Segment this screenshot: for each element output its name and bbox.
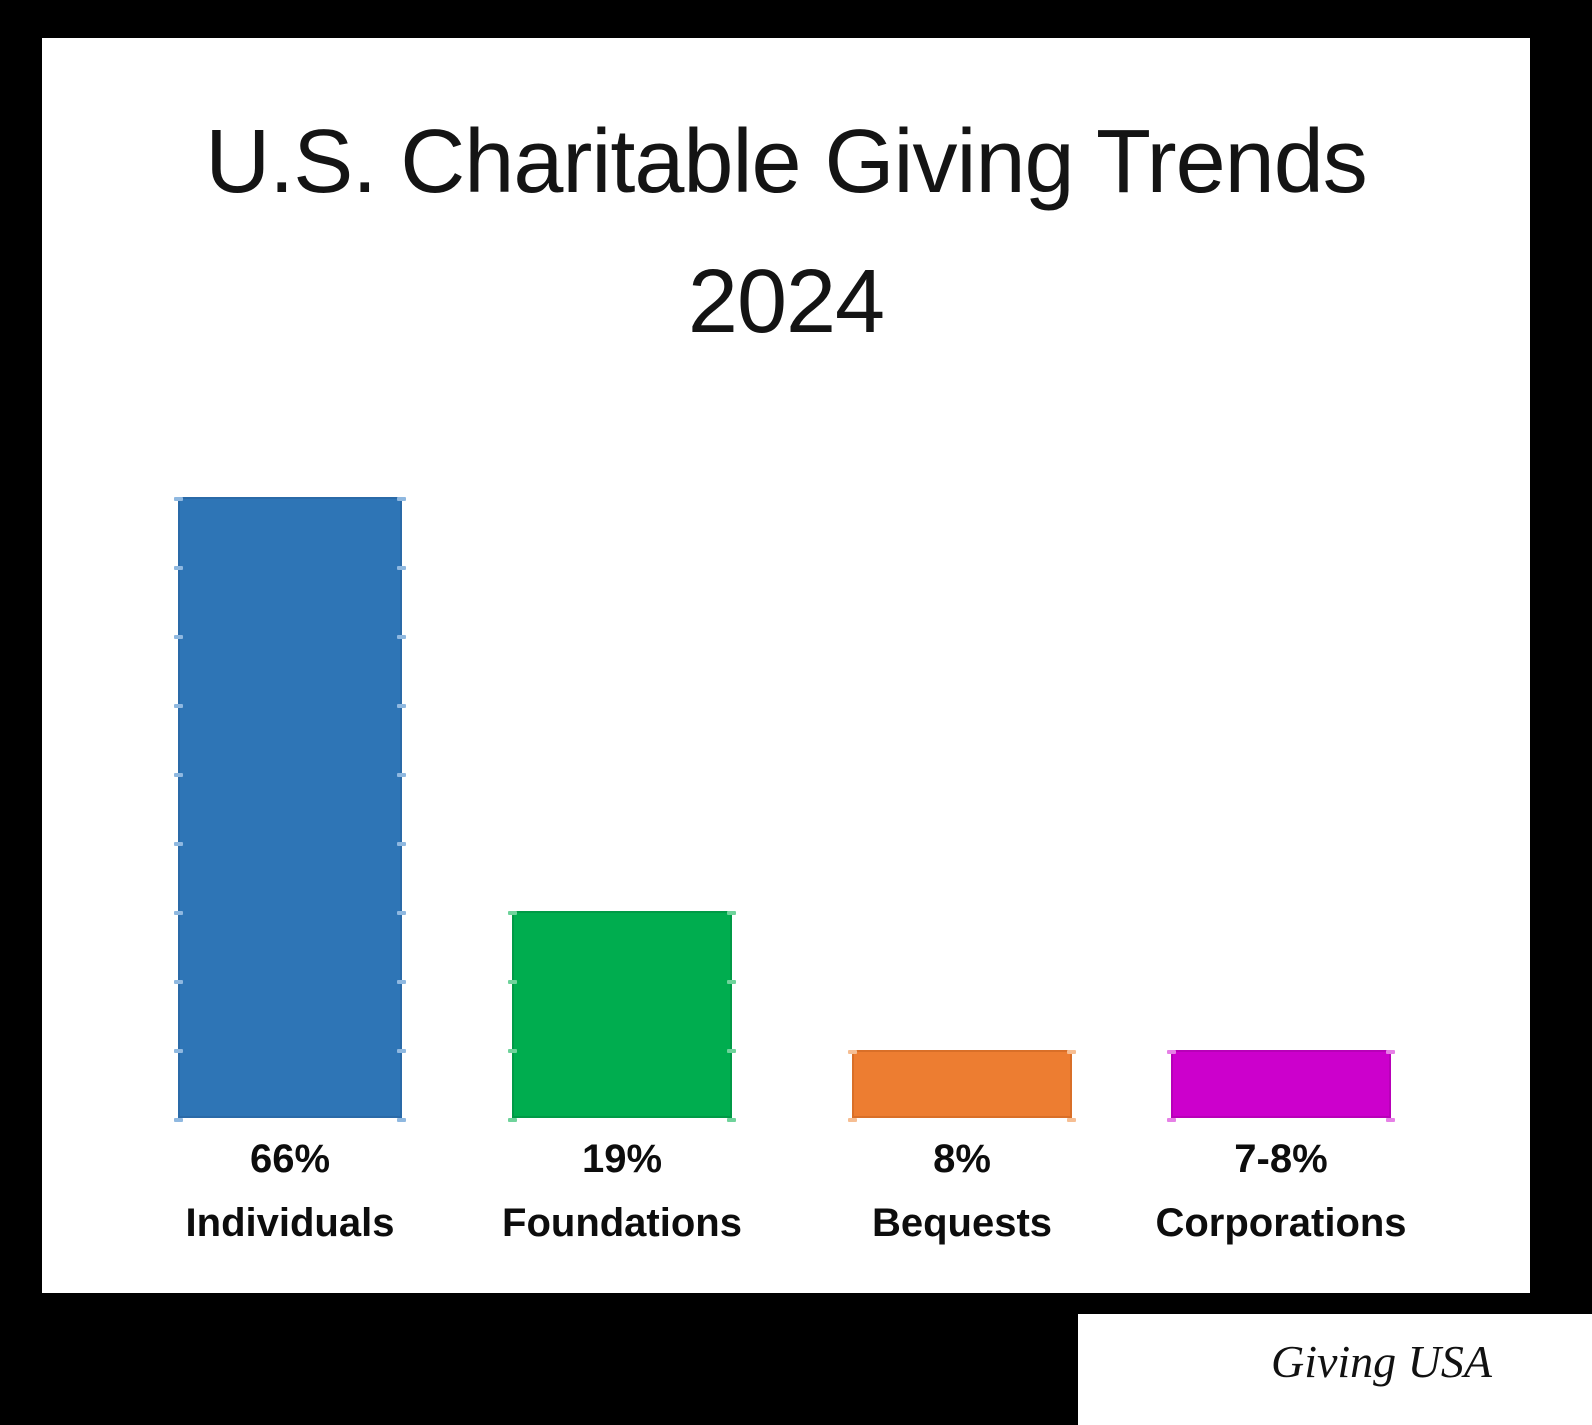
- bar-corporations: [1167, 1050, 1395, 1122]
- bar-tick-mark: [174, 773, 183, 777]
- bar-tick-mark: [397, 566, 406, 570]
- bar-tick-mark: [397, 911, 406, 915]
- chart-title: U.S. Charitable Giving Trends 2024: [42, 92, 1530, 372]
- bar-tick-mark: [174, 635, 183, 639]
- bar-tick-mark: [397, 1049, 406, 1053]
- bar-tick-mark: [174, 704, 183, 708]
- bar-foundations: [508, 911, 736, 1122]
- bar-tick-mark: [1067, 1118, 1076, 1122]
- bar-tick-mark: [508, 980, 517, 984]
- bar-tick-mark: [174, 911, 183, 915]
- bar-tick-mark: [397, 1118, 406, 1122]
- bar-tick-mark: [174, 497, 183, 501]
- bar-tick-mark: [397, 842, 406, 846]
- bar-bequests: [848, 1050, 1076, 1122]
- bar-tick-mark: [1167, 1050, 1176, 1054]
- bar-tick-mark: [727, 911, 736, 915]
- bar-tick-mark: [1167, 1118, 1176, 1122]
- bar-tick-mark: [727, 1118, 736, 1122]
- bar-category-label-individuals: Individuals: [185, 1201, 395, 1245]
- bar-tick-mark: [508, 911, 517, 915]
- bar-tick-mark: [1386, 1118, 1395, 1122]
- bar-tick-mark: [508, 1118, 517, 1122]
- bar-tick-mark: [397, 497, 406, 501]
- bar-tick-mark: [174, 980, 183, 984]
- bar-individuals: [174, 497, 406, 1122]
- source-attribution-box: Giving USA: [1078, 1314, 1592, 1425]
- bar-tick-mark: [508, 1049, 517, 1053]
- source-label: Giving USA: [1270, 1335, 1492, 1387]
- bar-tick-mark: [727, 980, 736, 984]
- bar-value-label-corporations: 7-8%: [1234, 1137, 1328, 1181]
- bar-tick-mark: [397, 704, 406, 708]
- chart-title-line2: 2024: [687, 252, 885, 352]
- bar-tick-mark: [397, 980, 406, 984]
- bar-value-label-individuals: 66%: [249, 1137, 331, 1181]
- bar-tick-mark: [1067, 1050, 1076, 1054]
- bar-tick-mark: [174, 842, 183, 846]
- bar-tick-mark: [848, 1118, 857, 1122]
- bar-tick-mark: [174, 1118, 183, 1122]
- bar-category-label-foundations: Foundations: [502, 1201, 742, 1245]
- bar-tick-mark: [397, 635, 406, 639]
- bar-tick-mark: [1386, 1050, 1395, 1054]
- bar-tick-mark: [174, 1049, 183, 1053]
- bar-tick-mark: [848, 1050, 857, 1054]
- chart-title-line1: U.S. Charitable Giving Trends: [205, 112, 1368, 212]
- bar-tick-mark: [727, 1049, 736, 1053]
- bar-category-label-bequests: Bequests: [871, 1201, 1053, 1245]
- bar-tick-mark: [397, 773, 406, 777]
- bar-value-label-foundations: 19%: [581, 1137, 663, 1181]
- bar-category-label-corporations: Corporations: [1155, 1201, 1407, 1245]
- bar-value-label-bequests: 8%: [933, 1137, 991, 1181]
- bar-tick-mark: [174, 566, 183, 570]
